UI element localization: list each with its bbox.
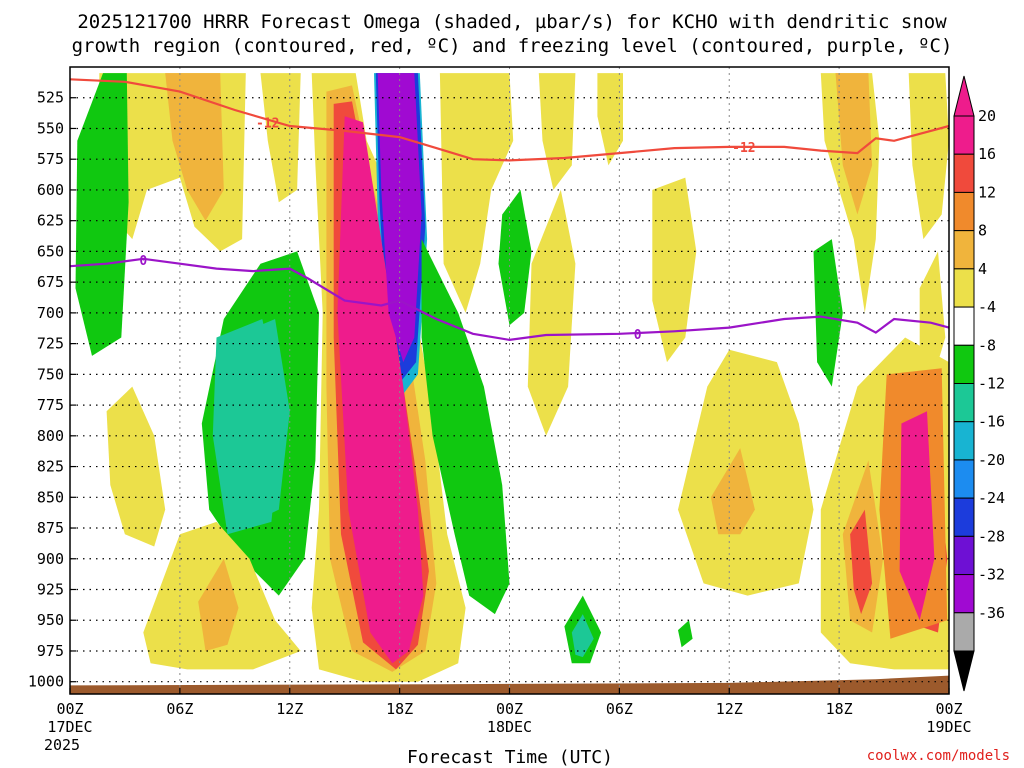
y-tick-label-575: 575 <box>37 150 64 168</box>
grid-lines <box>70 67 949 694</box>
credit-text: coolwx.com/models <box>867 748 1010 764</box>
colorbar-label-2: 12 <box>978 183 996 201</box>
colorbar-label-12: -32 <box>978 566 1005 584</box>
x-tick-label-2: 12Z <box>276 700 303 718</box>
context-shading-19 <box>198 558 239 651</box>
y-tick-label-900: 900 <box>37 550 64 568</box>
context-shading-30 <box>919 251 946 387</box>
chart-title-line-1: 2025121700 HRRR Forecast Omega (shaded, … <box>77 11 947 33</box>
context-shading-10 <box>538 73 576 190</box>
x-tick-label-3: 18Z <box>386 700 413 718</box>
freezing-contour-label-2: 0 <box>634 328 642 343</box>
chart-title-line-2: growth region (contoured, red, ºC) and f… <box>72 35 953 57</box>
y-tick-label-925: 925 <box>37 581 64 599</box>
x-tick-date-8: 19DEC <box>926 718 971 736</box>
x-tick-date-0: 17DEC <box>47 718 92 736</box>
omega-east-pink-core <box>899 411 935 621</box>
y-tick-label-625: 625 <box>37 212 64 230</box>
x-tick-label-1: 06Z <box>166 700 193 718</box>
colorbar-bin-11 <box>953 535 975 576</box>
y-tick-label-725: 725 <box>37 335 64 353</box>
y-tick-label-675: 675 <box>37 273 64 291</box>
colorbar-bin-2 <box>953 191 975 232</box>
colorbar-label-11: -28 <box>978 527 1005 545</box>
colorbar-label-9: -20 <box>978 451 1005 469</box>
colorbar-label-3: 8 <box>978 222 987 240</box>
omega-strong-rise-band <box>337 116 424 664</box>
context-shading-14 <box>652 177 697 363</box>
colorbar-bin-5 <box>953 306 975 346</box>
context-shading-27 <box>850 509 873 615</box>
x-tick-date-4: 18DEC <box>487 718 532 736</box>
colorbar-label-10: -24 <box>978 489 1005 507</box>
colorbar-bin-10 <box>953 497 975 537</box>
axes: 1000 975 950 925 900 875 850 825 800 775 750 725 700… <box>28 66 972 754</box>
colorbar-label-4: 4 <box>978 260 987 278</box>
y-tick-label-1000: 1000 <box>28 673 64 691</box>
colorbar-bin-13 <box>953 612 975 652</box>
colorbar-label-5: -4 <box>978 298 996 316</box>
context-shading-32 <box>571 614 594 658</box>
colorbar-bin-8 <box>953 421 975 461</box>
y-tick-label-650: 650 <box>37 242 64 260</box>
colorbar-bin-12 <box>953 574 975 614</box>
y-tick-label-975: 975 <box>37 642 64 660</box>
colorbar-bin-7 <box>953 383 975 423</box>
context-shading-21 <box>710 448 755 535</box>
y-tick-label-800: 800 <box>37 427 64 445</box>
x-tick-label-0: 00Z <box>56 700 83 718</box>
y-tick-label-600: 600 <box>37 181 64 199</box>
colorbar-top-arrow <box>953 75 975 117</box>
omega-west-teal-patch <box>212 319 283 535</box>
y-tick-label-525: 525 <box>37 89 64 107</box>
colorbar-label-1: 16 <box>978 145 996 163</box>
context-shading-9 <box>439 73 514 313</box>
x-axis-label: Forecast Time (UTC) <box>407 747 613 768</box>
colorbar: 20 16 12 8 4 -4 -8 -12 -16 -20 -24 -28 -32 -36 <box>953 75 1005 692</box>
context-shading-24 <box>813 239 843 387</box>
context-shading-29 <box>908 73 949 240</box>
dgz-contour-label-2: -12 <box>732 141 755 156</box>
y-tick-label-750: 750 <box>37 365 64 383</box>
plot-area <box>70 67 949 694</box>
colorbar-label-7: -12 <box>978 375 1005 393</box>
x-tick-label-4: 00Z <box>496 700 523 718</box>
colorbar-bin-9 <box>953 459 975 499</box>
colorbar-bin-1 <box>953 153 975 193</box>
x-tick-label-7: 18Z <box>826 700 853 718</box>
colorbar-bin-4 <box>953 268 975 308</box>
colorbar-bottom-arrow <box>953 650 975 692</box>
omega-west-green-column <box>75 73 129 356</box>
x-tick-label-8: 00Z <box>935 700 962 718</box>
colorbar-bin-3 <box>953 230 975 270</box>
context-shading-23 <box>835 73 873 215</box>
context-shading-2 <box>260 73 301 203</box>
colorbar-bin-0 <box>953 115 975 155</box>
x-tick-label-5: 06Z <box>606 700 633 718</box>
y-tick-label-775: 775 <box>37 396 64 414</box>
dgz-contour-label-1: -12 <box>256 116 279 131</box>
context-shading-33 <box>678 620 693 648</box>
colorbar-label-6: -8 <box>978 336 996 354</box>
context-shading-8 <box>421 239 510 615</box>
y-tick-label-700: 700 <box>37 304 64 322</box>
y-tick-label-825: 825 <box>37 458 64 476</box>
colorbar-label-0: 20 <box>978 107 996 125</box>
colorbar-bin-6 <box>953 344 975 384</box>
y-tick-label-950: 950 <box>37 611 64 629</box>
colorbar-label-8: -16 <box>978 413 1005 431</box>
y-tick-label-875: 875 <box>37 519 64 537</box>
y-tick-label-850: 850 <box>37 488 64 506</box>
dgz-contour-line <box>69 78 950 162</box>
context-shading-13 <box>498 189 532 326</box>
freezing-contour-label-1: 0 <box>139 254 147 269</box>
y-tick-label-550: 550 <box>37 119 64 137</box>
context-shading-12 <box>597 73 623 166</box>
x-tick-label-6: 12Z <box>716 700 743 718</box>
colorbar-label-13: -36 <box>978 604 1005 622</box>
contour-lines: -12 -12 0 0 <box>69 78 950 343</box>
freezing-level-contour-line <box>69 257 950 342</box>
x-tick-year-0: 2025 <box>44 736 80 754</box>
